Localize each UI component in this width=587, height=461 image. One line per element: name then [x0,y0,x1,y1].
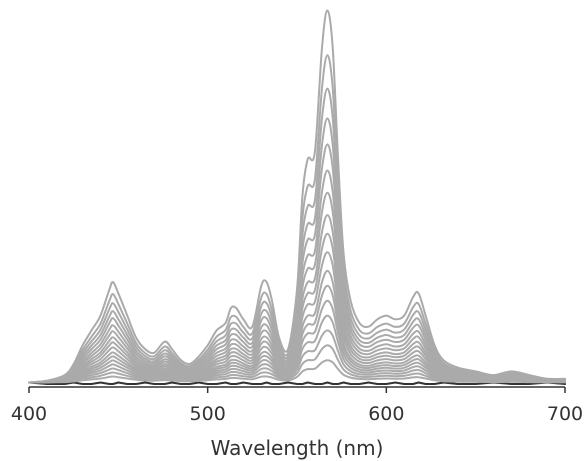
spectrum-line-17 [28,359,566,384]
spectrum-line-11 [28,269,566,384]
x-tick-label-600: 600 [368,403,404,425]
spectrum-line-2 [28,54,566,384]
spectrum-line-baseline [28,381,566,385]
spectrum-line-16 [28,344,566,384]
spectrum-line-13 [28,299,566,384]
x-axis [28,386,566,393]
x-axis-title: Wavelength (nm) [211,436,384,460]
spectrum-line-8 [28,214,566,384]
spectrum-line-10 [28,251,566,384]
x-tick-labels: 400 500 600 700 [11,403,583,425]
spectrum-line-15 [28,329,566,384]
spectra-series-group [28,9,566,385]
spectrum-line-14 [28,314,566,384]
spectrum-line-3 [28,87,566,384]
spectrum-line-6 [28,169,566,384]
spectrum-line-4 [28,117,566,384]
x-tick-label-500: 500 [190,403,226,425]
x-tick-label-400: 400 [11,403,47,425]
spectrum-line-7 [28,191,566,384]
x-tick-label-700: 700 [547,403,583,425]
spectrum-line-1 [28,9,566,384]
spectrum-line-5 [28,143,566,384]
spectrum-line-12 [28,284,566,384]
spectrum-line-9 [28,232,566,384]
